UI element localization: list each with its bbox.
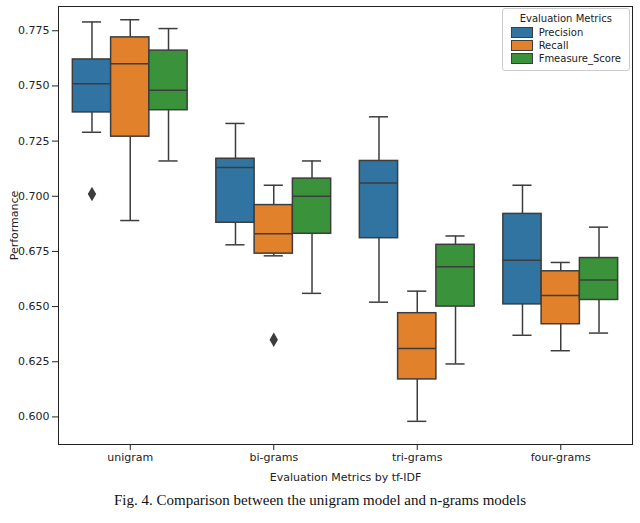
svg-text:0.775: 0.775 [18, 24, 50, 37]
svg-text:bi-grams: bi-grams [249, 451, 298, 464]
svg-text:unigram: unigram [107, 451, 153, 464]
html-text:Recall: Recall [538, 40, 569, 51]
svg-text:0.675: 0.675 [18, 245, 50, 258]
html-text:Precision: Precision [538, 27, 584, 38]
svg-text:Performance: Performance [8, 190, 21, 260]
html-text:Fmeasure_Score: Fmeasure_Score [538, 53, 621, 64]
svg-text:0.700: 0.700 [18, 190, 50, 203]
html-text:Fig. 4. Comparison between the: Fig. 4. Comparison between the unigram m… [114, 492, 526, 508]
svg-text:four-grams: four-grams [531, 451, 591, 464]
svg-text:0.650: 0.650 [18, 300, 50, 313]
svg-text:0.725: 0.725 [18, 135, 50, 148]
svg-text:0.625: 0.625 [18, 355, 50, 368]
html-text:Evaluation Metrics: Evaluation Metrics [519, 13, 612, 24]
svg-text:tri-grams: tri-grams [392, 451, 443, 464]
svg-text:0.600: 0.600 [18, 410, 50, 423]
svg-text:Evaluation Metrics by tf-IDF: Evaluation Metrics by tf-IDF [270, 471, 422, 484]
svg-text:0.750: 0.750 [18, 79, 50, 92]
